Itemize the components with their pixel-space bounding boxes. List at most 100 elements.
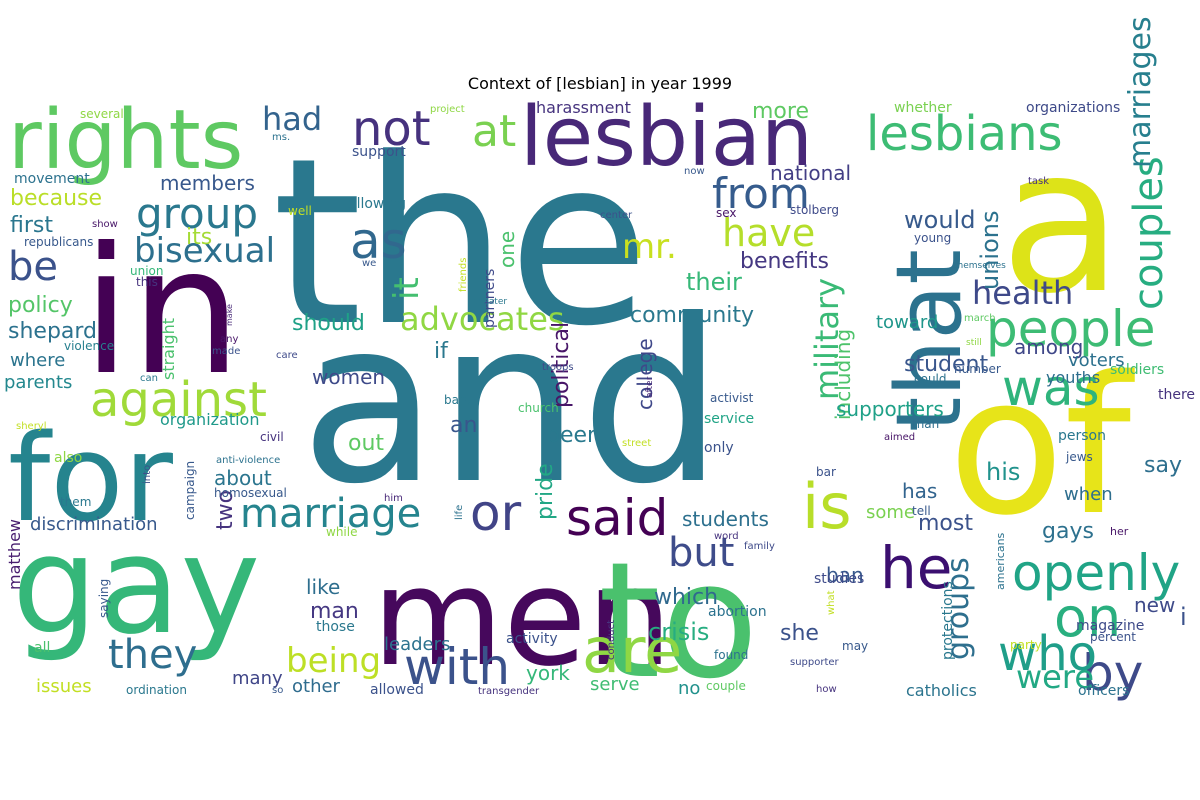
word-like: like xyxy=(306,575,340,599)
word-him: him xyxy=(384,493,403,504)
word-still: still xyxy=(966,338,982,348)
word-could: could xyxy=(914,372,947,386)
word-rights: rights xyxy=(8,93,243,188)
word-community: community xyxy=(630,303,754,328)
word-one: one xyxy=(495,231,519,268)
word-pride: pride xyxy=(533,463,558,520)
word-people: people xyxy=(986,300,1155,358)
word-anti-violence: anti-violence xyxy=(216,455,280,466)
word-young: young xyxy=(914,231,951,245)
word-church: church xyxy=(518,401,559,415)
word-groups: groups xyxy=(941,557,976,660)
word-officers: officers xyxy=(1078,683,1129,699)
word-into: into xyxy=(142,465,153,484)
word-as: as xyxy=(350,212,407,270)
word-her: her xyxy=(1110,525,1129,538)
word-ms: ms. xyxy=(272,132,290,143)
word-say: say xyxy=(1144,453,1182,478)
word-and: and xyxy=(300,272,723,534)
word-said: said xyxy=(566,489,668,547)
word-advocates: advocates xyxy=(400,300,565,338)
word-man: man xyxy=(310,599,359,624)
word-shepard: shepard xyxy=(8,319,97,344)
word-who: who xyxy=(998,626,1097,682)
word-were: were xyxy=(1016,658,1094,696)
word-abortion: abortion xyxy=(708,604,767,620)
word-found: found xyxy=(714,648,748,662)
word-only: only xyxy=(704,440,734,456)
word-matthew: matthew xyxy=(5,519,24,590)
word-she: she xyxy=(780,621,819,646)
word-if: if xyxy=(434,339,449,364)
word-for: for xyxy=(8,410,174,549)
word-but: but xyxy=(668,530,734,576)
word-civil: civil xyxy=(260,430,284,444)
word-first: first xyxy=(10,213,53,238)
word-task: task xyxy=(1028,176,1049,187)
word-being: being xyxy=(286,641,381,681)
word-stolberg: stolberg xyxy=(790,203,839,217)
word-of: of xyxy=(948,336,1135,557)
word-protections: protections xyxy=(940,581,956,660)
word-some: some xyxy=(866,502,915,523)
word-discrimination: discrimination xyxy=(30,514,158,535)
word-whether: whether xyxy=(894,100,952,116)
word-organizations: organizations xyxy=(1026,100,1120,116)
word-had: had xyxy=(262,100,322,138)
word-among: among xyxy=(1014,335,1083,359)
word-all: all xyxy=(34,640,50,656)
word-against: against xyxy=(90,372,267,428)
word-have: have xyxy=(722,211,815,255)
word-supporter: supporter xyxy=(790,657,840,668)
word-supporters: supporters xyxy=(836,397,944,421)
word-toward: toward xyxy=(876,312,938,333)
word-support: support xyxy=(352,144,406,160)
word-transgender: transgender xyxy=(478,686,540,697)
word-sheryl: sheryl xyxy=(16,421,47,432)
word-other: other xyxy=(292,676,341,697)
word-an: an xyxy=(450,413,477,438)
word-activity: activity xyxy=(506,631,558,647)
word-marriages: marriages xyxy=(1123,16,1158,168)
word-theater: theater xyxy=(474,297,507,307)
word-ordination: ordination xyxy=(126,683,187,697)
word-them: them xyxy=(60,495,91,509)
word-any: any xyxy=(220,334,238,345)
word-be: be xyxy=(8,244,58,290)
word-many: many xyxy=(232,668,283,689)
word-homosexual: homosexual xyxy=(214,486,287,500)
word-two: two xyxy=(213,490,238,530)
word-when: when xyxy=(1064,484,1113,505)
word-most: most xyxy=(918,511,973,536)
word-so: so xyxy=(272,685,283,696)
word-group: group xyxy=(136,189,258,238)
word-friends: friends xyxy=(458,258,469,292)
word-jews: jews xyxy=(1065,450,1093,464)
word-no: no xyxy=(678,678,700,699)
word-march: march xyxy=(964,313,996,324)
word-student: student xyxy=(904,352,988,377)
word-now: now xyxy=(684,166,705,177)
word-would: would xyxy=(904,206,975,234)
word-also: also xyxy=(54,450,82,466)
word-women: women xyxy=(312,365,385,389)
word-percent: percent xyxy=(1090,630,1136,644)
word-more: more xyxy=(752,99,809,124)
word-may: may xyxy=(842,639,868,653)
word-parents: parents xyxy=(4,372,72,393)
word-troops: troops xyxy=(542,362,574,373)
word-they: they xyxy=(108,632,197,678)
word-with: with xyxy=(404,638,510,696)
word-care: care xyxy=(276,350,298,361)
word-by: by xyxy=(1082,644,1143,702)
word-after: after xyxy=(645,376,655,398)
word-life: life xyxy=(454,505,465,520)
word-openly: openly xyxy=(1012,544,1180,602)
word-are: are xyxy=(582,614,682,687)
word-gays: gays xyxy=(1042,519,1094,544)
word-movement: movement xyxy=(14,171,90,187)
word-has: has xyxy=(902,479,937,503)
word-family: family xyxy=(744,541,775,552)
word-bar: bar xyxy=(816,465,836,479)
